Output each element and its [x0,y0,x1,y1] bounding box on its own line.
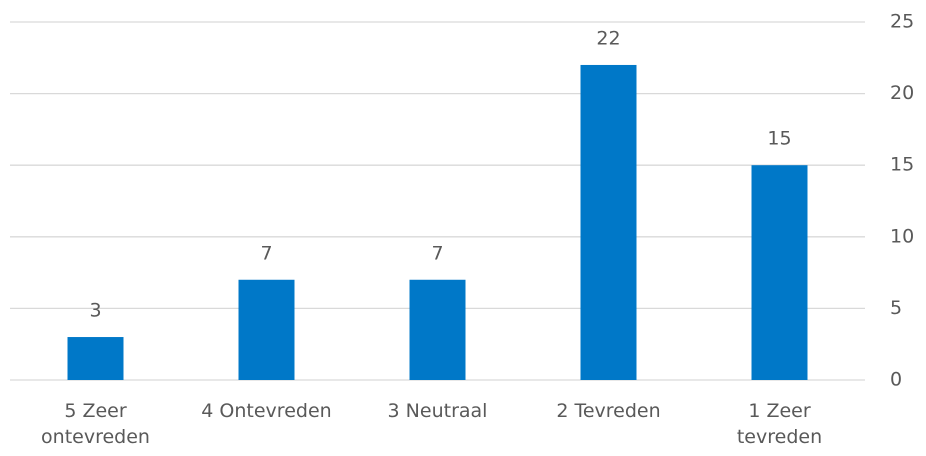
y-tick-label: 5 [890,297,902,319]
bar [751,165,808,380]
y-tick-label: 0 [890,369,902,391]
x-tick-label: 4 Ontevreden [201,400,332,422]
data-label: 22 [596,27,620,49]
bar [580,64,637,381]
bar [238,279,295,380]
bar [409,279,466,380]
bar [67,337,124,380]
x-tick-label: 5 Zeer ontevreden [41,400,150,448]
y-tick-label: 15 [890,154,914,176]
data-label: 7 [260,242,272,264]
data-label: 15 [767,128,791,150]
data-label: 7 [431,242,443,264]
y-tick-label: 10 [890,225,914,247]
x-tick-label: 1 Zeer tevreden [736,400,823,448]
x-tick-label: 3 Neutraal [387,400,488,422]
x-tick-label: 2 Tevreden [556,400,661,422]
y-tick-label: 20 [890,82,914,104]
y-tick-label: 25 [890,11,914,33]
data-label: 3 [89,300,101,322]
